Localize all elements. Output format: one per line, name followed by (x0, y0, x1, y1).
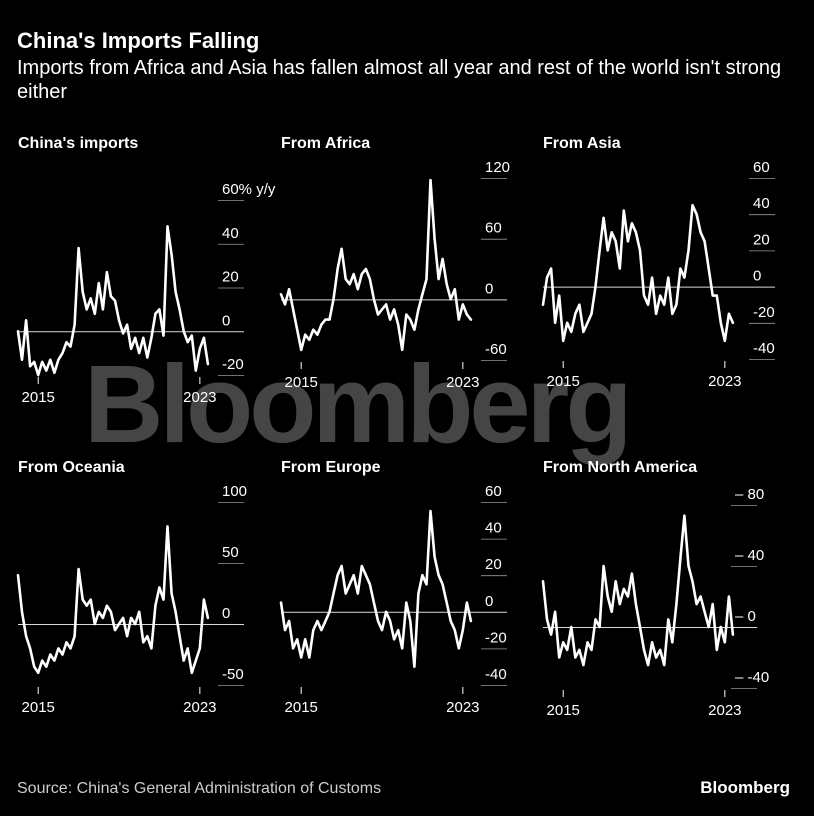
watermark: Bloomberg (84, 343, 633, 466)
panel-5: From Europe 60 40 20 0 -20 -40 2015 2023 (279, 459, 507, 716)
y-tick-label: 40 (485, 520, 502, 537)
x-tick-label: 2023 (708, 702, 741, 719)
x-tick-label: 2023 (183, 389, 216, 406)
page-subtitle: Imports from Africa and Asia has fallen … (17, 57, 782, 103)
y-tick-label: 0 (222, 312, 230, 329)
panel-title: From Asia (543, 135, 621, 152)
page-title: China's Imports Falling (17, 28, 260, 53)
series-line (541, 514, 735, 667)
x-tick-label: 2015 (22, 389, 55, 406)
series-line (16, 225, 210, 377)
y-tick-label: 100 (222, 483, 247, 500)
x-tick-label: 2023 (446, 699, 479, 716)
panel-6: From North America – 80 – 40 – 0 – -40 2015 20… (541, 459, 769, 719)
y-tick-label: 120 (485, 159, 510, 176)
panel-title: From Europe (281, 459, 381, 476)
y-tick-label: 0 (222, 605, 230, 622)
brand-logo: Bloomberg (700, 778, 790, 797)
y-tick-label: 60 (485, 483, 502, 500)
series-line (279, 178, 473, 352)
y-tick-label: – 40 (735, 547, 764, 564)
y-tick-label: 0 (485, 593, 493, 610)
y-tick-label: -20 (485, 629, 507, 646)
panel-3: From Asia 60 40 20 0 -20 -40 2015 2023 (541, 135, 775, 390)
y-tick-label: -40 (753, 340, 775, 357)
x-tick-label: 2015 (285, 374, 318, 391)
y-tick-label: 60 (485, 220, 502, 237)
panel-4: From Oceania 100 50 0 -50 2015 2023 (16, 459, 247, 716)
x-tick-label: 2023 (183, 699, 216, 716)
panel-title: From North America (543, 459, 697, 476)
y-tick-label: 0 (753, 268, 761, 285)
x-tick-label: 2015 (547, 702, 580, 719)
y-tick-label: – -40 (735, 669, 769, 686)
y-tick-label: – 80 (735, 486, 764, 503)
y-tick-label: 50 (222, 544, 239, 561)
y-tick-label: 40 (222, 225, 239, 242)
y-tick-label: 0 (485, 280, 493, 297)
x-tick-label: 2015 (547, 373, 580, 390)
series-line (541, 203, 735, 343)
y-tick-label: -50 (222, 666, 244, 683)
panel-1: China's imports 60% y/y 40 20 0 -20 2015 2023 (16, 135, 276, 406)
y-tick-label: 20 (485, 556, 502, 573)
panel-title: From Africa (281, 135, 370, 152)
y-tick-label: 20 (753, 231, 770, 248)
panel-2: From Africa 120 60 0 -60 2015 2023 (279, 135, 510, 391)
panel-title: China's imports (18, 135, 138, 152)
y-tick-label: -20 (222, 356, 244, 373)
y-tick-label: -60 (485, 341, 507, 358)
y-tick-label: 40 (753, 195, 770, 212)
panel-title: From Oceania (18, 459, 125, 476)
y-tick-label: 60 (753, 159, 770, 176)
y-tick-label: -20 (753, 304, 775, 321)
series-line (279, 509, 473, 669)
x-tick-label: 2015 (22, 699, 55, 716)
x-tick-label: 2023 (708, 373, 741, 390)
y-tick-label: 60% y/y (222, 181, 276, 198)
x-tick-label: 2023 (446, 374, 479, 391)
y-tick-label: 20 (222, 269, 239, 286)
y-tick-label: -40 (485, 666, 507, 683)
series-line (16, 525, 210, 675)
x-tick-label: 2015 (285, 699, 318, 716)
source-note: Source: China's General Administration o… (17, 780, 382, 797)
y-tick-label: – 0 (735, 608, 756, 625)
